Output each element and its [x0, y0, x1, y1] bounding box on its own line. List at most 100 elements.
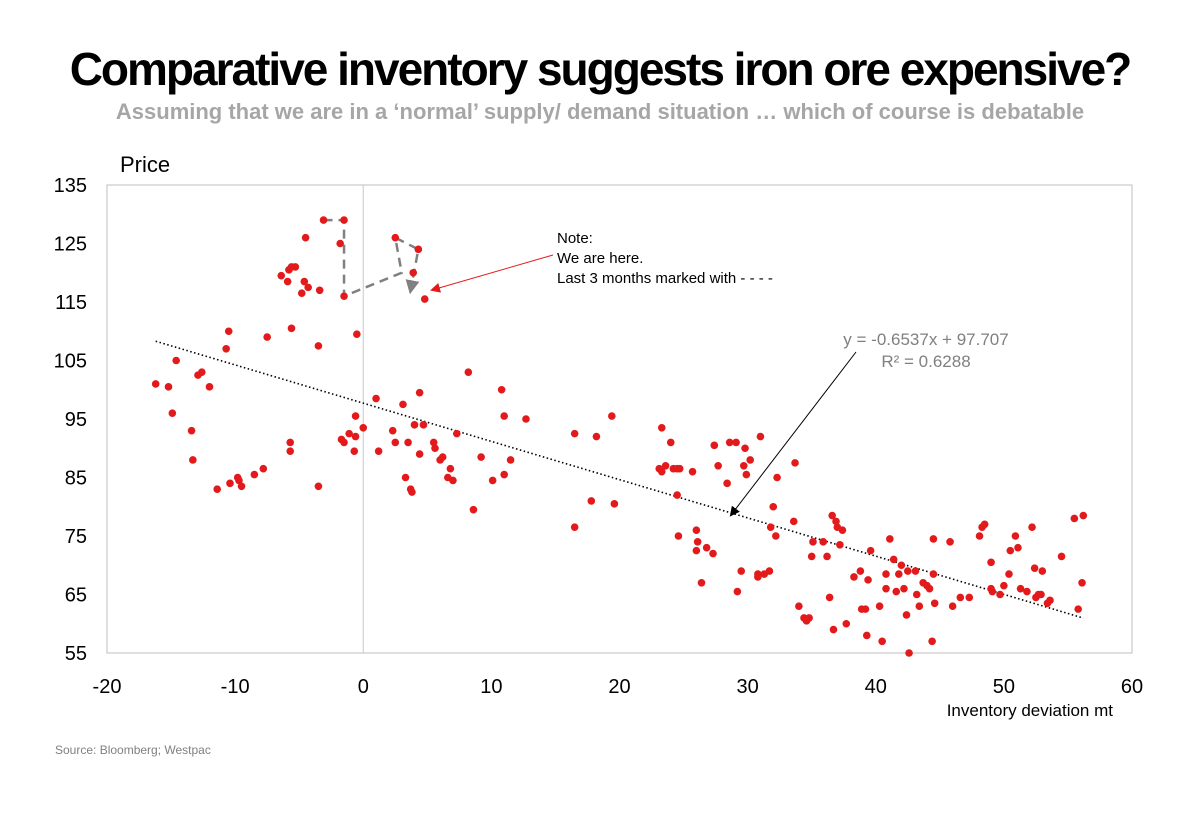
data-point — [1074, 605, 1082, 613]
data-point — [710, 441, 719, 450]
data-point — [374, 447, 383, 455]
data-point — [314, 482, 323, 491]
data-point — [692, 546, 701, 555]
data-point — [856, 567, 865, 575]
data-point — [742, 470, 751, 479]
x-tick-label: 40 — [865, 676, 887, 698]
data-point — [340, 438, 348, 447]
data-point — [500, 470, 508, 479]
data-point — [674, 532, 683, 540]
data-point — [754, 573, 762, 581]
data-point — [608, 412, 616, 420]
note-arrow — [430, 254, 554, 293]
x-tick-label: 10 — [480, 676, 502, 698]
data-point — [408, 488, 416, 496]
x-tick-label: -20 — [93, 676, 122, 698]
data-point — [925, 584, 934, 593]
data-point — [401, 473, 410, 482]
data-point — [340, 292, 348, 300]
data-point — [469, 505, 478, 514]
x-axis-label: Inventory deviation mt — [947, 701, 1114, 720]
data-point — [791, 459, 799, 467]
data-point — [388, 426, 397, 435]
data-point — [506, 456, 515, 464]
data-point — [895, 570, 903, 578]
data-point — [733, 587, 742, 596]
data-point — [399, 400, 407, 409]
data-point — [1038, 567, 1047, 575]
data-point — [1011, 532, 1020, 540]
data-point — [1028, 523, 1036, 532]
data-point — [224, 327, 233, 336]
data-point — [429, 438, 438, 447]
data-point — [1030, 564, 1039, 572]
data-point — [315, 286, 324, 295]
y-tick-label: 85 — [65, 468, 87, 490]
y-tick-label: 115 — [55, 292, 87, 314]
data-point — [746, 456, 754, 464]
data-point — [929, 535, 938, 543]
data-point — [805, 614, 813, 622]
data-point — [1079, 511, 1088, 520]
data-point — [673, 491, 681, 499]
data-point — [414, 245, 423, 254]
data-point — [522, 415, 530, 423]
y-tick-label: 125 — [54, 234, 87, 256]
data-point — [570, 429, 579, 438]
data-point — [889, 555, 898, 564]
data-point — [886, 535, 894, 543]
data-point — [587, 497, 596, 505]
data-point — [592, 432, 601, 441]
plot-area — [106, 184, 1133, 654]
data-point — [996, 590, 1004, 599]
data-point — [850, 573, 858, 581]
data-point — [1070, 514, 1079, 523]
data-point — [861, 605, 870, 613]
data-point — [151, 380, 160, 388]
data-point — [807, 552, 816, 561]
note-line-1: Note: — [557, 230, 593, 247]
data-point — [948, 602, 957, 610]
x-tick-label: 50 — [993, 676, 1015, 698]
data-point — [235, 476, 243, 485]
data-point — [882, 584, 890, 593]
data-point — [732, 438, 740, 447]
chart-title: Comparative inventory suggests iron ore … — [69, 43, 1133, 95]
data-point — [714, 462, 722, 470]
y-tick-label: 135 — [54, 175, 87, 197]
y-tick-label: 95 — [65, 409, 87, 431]
recent-path-group — [323, 218, 420, 299]
data-point — [1046, 596, 1054, 605]
data-point — [842, 619, 851, 628]
data-point — [391, 233, 400, 242]
data-point — [1006, 546, 1015, 555]
data-point — [675, 464, 684, 473]
data-point — [222, 345, 230, 353]
trendline-group — [155, 340, 1084, 619]
data-point — [832, 517, 840, 526]
data-point — [987, 558, 995, 567]
data-point — [866, 546, 875, 555]
data-point — [928, 637, 936, 646]
data-point — [420, 295, 429, 303]
trend-equation: y = -0.6537x + 97.707 — [843, 330, 1008, 349]
data-point — [477, 453, 485, 461]
data-point — [702, 543, 711, 552]
data-point — [319, 216, 328, 224]
data-point — [391, 438, 400, 447]
data-point — [978, 523, 986, 532]
data-point — [725, 438, 734, 447]
data-point — [741, 444, 749, 453]
data-point — [709, 549, 717, 558]
data-point — [187, 426, 196, 435]
data-point — [1037, 590, 1045, 599]
data-point — [291, 263, 300, 271]
data-point — [350, 447, 359, 455]
data-point — [789, 517, 798, 526]
data-point — [372, 394, 380, 403]
data-point — [915, 602, 924, 610]
data-point — [314, 342, 323, 350]
data-point — [431, 444, 439, 453]
data-point — [1057, 552, 1066, 561]
data-point — [198, 368, 206, 377]
